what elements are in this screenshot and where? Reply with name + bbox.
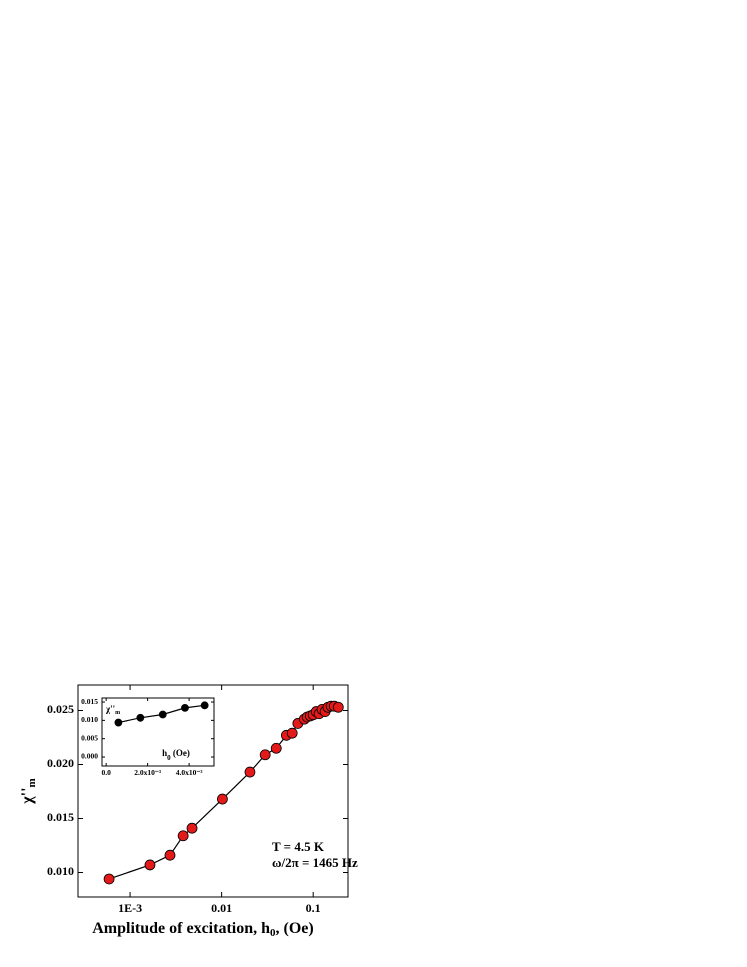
y-tick-label: 0.015 [81,697,98,706]
plot-frame [101,697,215,767]
data-point [270,742,282,754]
data-point [181,703,189,712]
x-axis-label-sub: 0 [270,927,276,939]
y-tick-label: 0.015 [47,810,74,824]
x-tick-label: 0.01 [211,901,232,915]
annotation: ω/2π = 1465 Hz [272,855,358,870]
x-axis-label-sub: 0 [167,754,171,762]
data-point [164,849,176,861]
data-point [217,793,228,805]
x-axis-label-tail: (Oe) [171,748,190,758]
data-point [158,710,167,719]
y-axis-label-text: χ'' [19,787,36,804]
y-axis-label-sub: m [115,710,120,716]
x-axis-label: Amplitude of excitation, h0, (Oe) [92,920,313,939]
y-tick-label: 0.025 [47,702,74,716]
data-point [114,718,123,727]
y-tick-label: 0.010 [81,715,98,724]
data-point [144,859,156,871]
y-tick-label: 0.005 [81,733,98,742]
x-axis-label-text: Amplitude of excitation, h [92,920,270,937]
data-point [177,830,189,842]
data-point [186,822,198,834]
y-axis-label-sub: m [26,778,38,787]
data-point [332,701,344,713]
y-axis-label: χ''m [105,704,120,716]
data-point [259,749,271,761]
y-tick-label: 0.000 [81,752,98,761]
y-tick-label: 0.010 [47,864,74,878]
x-tick-label: 1E-3 [118,901,142,915]
x-tick-label: 2.0x10⁻³ [134,768,162,777]
data-point [200,701,209,710]
x-axis-label: h0 (Oe) [162,748,190,762]
y-axis-label-text: χ'' [105,704,115,714]
x-axis-label-text: h [162,748,167,758]
data-point [244,766,256,778]
annotation: T = 4.5 K [272,839,325,854]
data-point [136,713,145,722]
data-point [103,873,115,885]
y-tick-label: 0.020 [47,756,74,770]
x-tick-label: 0.1 [306,901,321,915]
data-point [286,727,298,739]
x-axis-label-tail: , (Oe) [276,920,314,937]
y-axis-label: χ''m [19,778,38,804]
x-tick-label: 0.0 [101,768,111,777]
x-tick-label: 4.0x10⁻³ [176,768,204,777]
